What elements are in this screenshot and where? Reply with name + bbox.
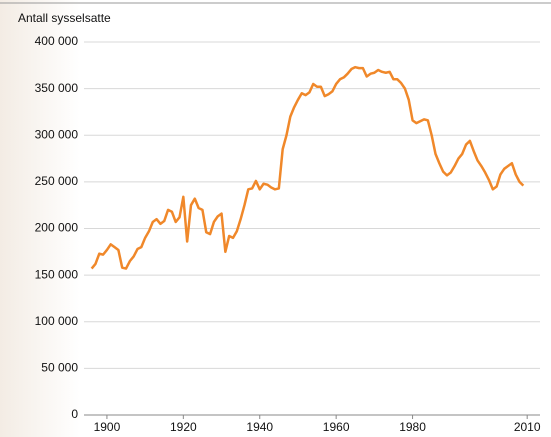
y-tick-label: 300 000 [35, 127, 79, 141]
x-tick-label: 1960 [323, 420, 350, 434]
x-tick-label: 1900 [94, 420, 121, 434]
x-tick-label: 1920 [170, 420, 197, 434]
y-tick-label: 400 000 [35, 34, 79, 48]
x-tick-label: 1980 [399, 420, 426, 434]
y-tick-label: 350 000 [35, 81, 79, 95]
background [0, 0, 80, 437]
y-tick-label: 100 000 [35, 314, 79, 328]
y-tick-label: 0 [71, 407, 78, 421]
y-tick-label: 250 000 [35, 174, 79, 188]
y-axis-label: Antall sysselsatte [18, 11, 111, 25]
line-series [90, 65, 525, 270]
y-tick-label: 50 000 [41, 361, 78, 375]
y-tick-label: 200 000 [35, 221, 79, 235]
y-tick-label: 150 000 [35, 267, 79, 281]
x-tick-label: 2010 [514, 420, 541, 434]
x-tick-label: 1940 [246, 420, 273, 434]
